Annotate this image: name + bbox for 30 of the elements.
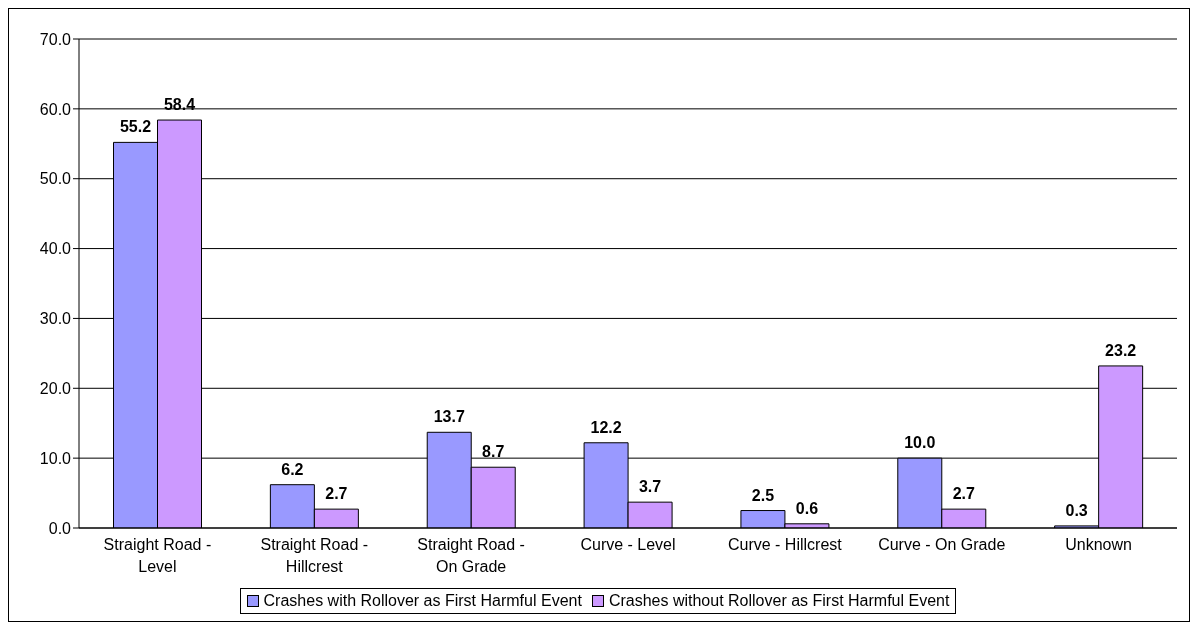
x-tick-label: Straight Road - On Grade: [417, 536, 525, 575]
data-label: 8.7: [482, 443, 505, 461]
y-tick-label: 60.0: [39, 100, 72, 118]
y-tick-label: 0.0: [48, 519, 72, 537]
legend-label: Crashes with Rollover as First Harmful Event: [262, 592, 582, 610]
x-tick-label: Unknown: [1065, 536, 1132, 553]
x-tick-label: Straight Road - Hillcrest: [260, 536, 369, 575]
y-tick-label: 50.0: [39, 170, 72, 188]
x-tick-label: Straight Road - Level: [103, 536, 212, 575]
data-label: 23.2: [1105, 341, 1137, 359]
y-tick-label: 30.0: [39, 310, 72, 328]
data-label: 3.7: [638, 478, 662, 496]
x-tick-label: Curve - Hillcrest: [727, 536, 843, 553]
y-tick-label: 10.0: [39, 449, 72, 467]
x-tick-label: Curve - On Grade: [878, 536, 1006, 553]
data-label: 13.7: [433, 408, 465, 426]
x-tick-label: Curve - Level: [580, 536, 676, 553]
data-label: 6.2: [281, 460, 304, 478]
data-label: 0.3: [1065, 501, 1088, 519]
data-label: 10.0: [904, 434, 936, 452]
data-label: 0.6: [795, 499, 819, 517]
data-label: 2.7: [952, 485, 976, 503]
data-label: 2.7: [325, 485, 348, 503]
data-label: 12.2: [590, 418, 622, 436]
data-label: 2.5: [751, 486, 775, 504]
legend-label: Crashes without Rollover as First Harmful Event: [607, 592, 950, 610]
y-tick-label: 20.0: [39, 379, 72, 397]
y-tick-label: 70.0: [39, 30, 72, 48]
data-label: 55.2: [119, 118, 152, 136]
y-tick-label: 40.0: [39, 240, 72, 258]
